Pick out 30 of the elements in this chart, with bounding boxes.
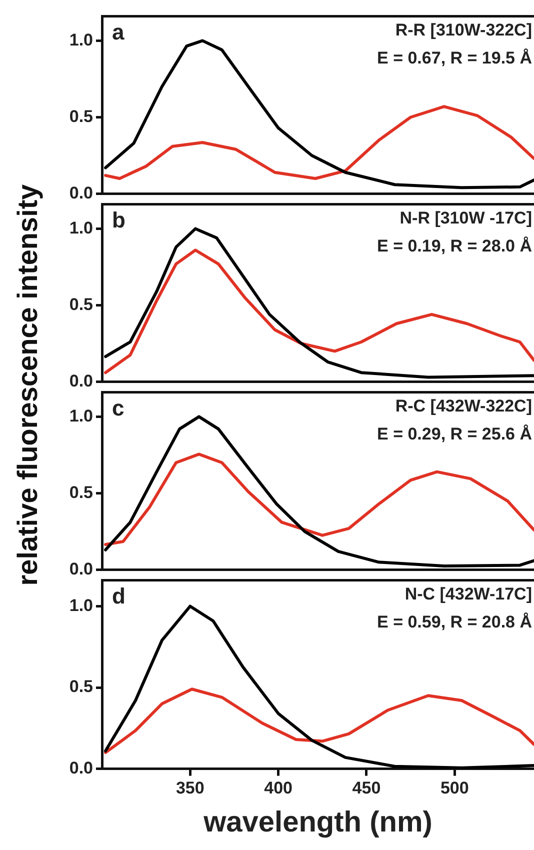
annotation: E = 0.19, R = 28.0 Å — [377, 236, 532, 256]
annotation: a — [112, 19, 125, 44]
y-tick-label: 0.0 — [69, 559, 93, 578]
annotation: R-R [310W-322C] — [395, 20, 532, 40]
x-tick-label: 350 — [176, 778, 204, 798]
y-tick-label: 0.5 — [69, 482, 93, 502]
annotation: R-C [432W-322C] — [395, 396, 532, 416]
y-tick-label: 1.0 — [69, 218, 93, 238]
annotation: c — [112, 395, 124, 420]
x-tick-label: 500 — [440, 778, 469, 798]
y-axis-title: relative fluorescence intensity — [12, 184, 44, 586]
x-axis-title: wavelength (nm) — [202, 806, 432, 839]
annotation: d — [112, 583, 126, 608]
x-tick-label: 400 — [264, 778, 293, 798]
annotation: E = 0.59, R = 20.8 Å — [377, 612, 532, 632]
annotation: E = 0.29, R = 25.6 Å — [377, 424, 532, 444]
y-tick-label: 0.0 — [69, 183, 93, 202]
annotation: E = 0.67, R = 19.5 Å — [377, 48, 532, 68]
y-tick-label: 0.5 — [69, 106, 93, 126]
y-tick-label: 0.5 — [69, 294, 93, 314]
y-tick-label: 1.0 — [69, 406, 93, 426]
annotation: N-C [432W-17C] — [404, 584, 532, 604]
y-tick-label: 1.0 — [69, 30, 93, 50]
y-tick-label: 0.0 — [69, 758, 93, 778]
annotation: b — [112, 207, 126, 232]
y-tick-label: 1.0 — [69, 596, 93, 615]
y-tick-label: 0.5 — [69, 677, 93, 696]
x-tick-label: 450 — [352, 778, 381, 798]
y-tick-label: 0.0 — [69, 371, 93, 390]
annotation: N-R [310W -17C] — [400, 208, 532, 228]
